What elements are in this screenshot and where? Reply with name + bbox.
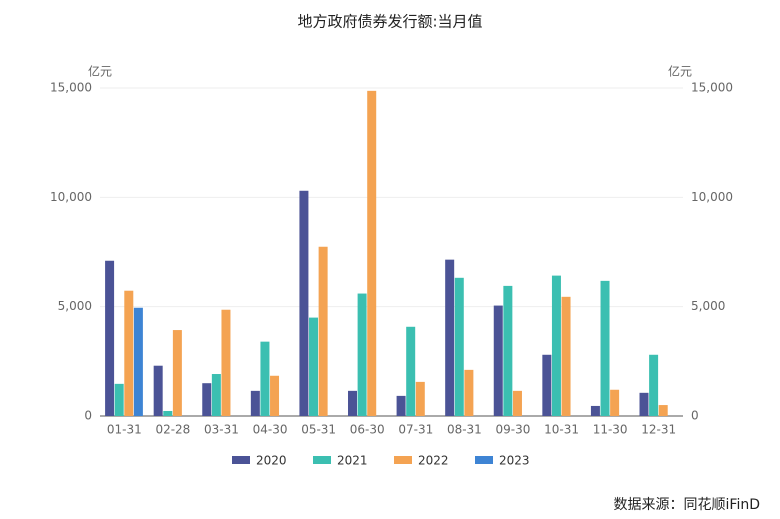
x-tick-label: 01-31 (107, 423, 142, 437)
bar (610, 389, 620, 416)
x-tick-label: 10-31 (544, 423, 579, 437)
chart-title: 地方政府债券发行额:当月值 (297, 13, 482, 31)
bar (493, 305, 503, 416)
legend-label: 2023 (499, 454, 530, 468)
source: 数据来源：同花顺iFinD (614, 497, 760, 513)
legend-swatch (475, 456, 493, 464)
y-tick-label: 0 (84, 409, 92, 423)
bar (454, 277, 464, 416)
legend-swatch (232, 456, 250, 464)
legend-label: 2021 (337, 454, 368, 468)
y-tick-label: 15,000 (50, 81, 92, 95)
bar (211, 374, 221, 416)
bar (542, 354, 552, 416)
bar (658, 405, 668, 416)
bar (133, 307, 143, 416)
bar (600, 280, 610, 416)
legend-label: 2022 (418, 454, 449, 468)
y2-tick-label: 5,000 (691, 299, 725, 313)
x-tick-label: 08-31 (447, 423, 482, 437)
legend-swatch (313, 456, 331, 464)
bar (202, 383, 212, 416)
bar (464, 369, 474, 416)
y-tick-label: 5,000 (58, 299, 92, 313)
bar (367, 90, 377, 417)
bar (270, 375, 280, 416)
y2-tick-label: 15,000 (691, 81, 733, 95)
bar (105, 260, 115, 416)
bar (250, 390, 260, 416)
bar (415, 381, 425, 416)
bar (551, 275, 561, 416)
bar (299, 190, 309, 416)
bar (114, 383, 124, 416)
x-tick-label: 06-30 (350, 423, 385, 437)
bar (590, 405, 600, 416)
bar (561, 296, 571, 416)
bar (357, 293, 367, 416)
bar (445, 259, 455, 416)
bar (309, 317, 319, 416)
x-tick-label: 07-31 (398, 423, 433, 437)
legend-label: 2020 (256, 454, 287, 468)
y-tick-label: 10,000 (50, 190, 92, 204)
bar (172, 330, 182, 416)
bar (153, 365, 163, 416)
bar (649, 354, 659, 416)
x-tick-label: 05-31 (301, 423, 336, 437)
y2-tick-label: 10,000 (691, 190, 733, 204)
x-tick-label: 11-30 (593, 423, 628, 437)
x-tick-label: 09-30 (496, 423, 531, 437)
x-tick-label: 04-30 (253, 423, 288, 437)
bar (318, 246, 328, 416)
legend-swatch (394, 456, 412, 464)
y2-unit: 亿元 (668, 64, 692, 79)
y-unit: 亿元 (88, 64, 112, 79)
bar (221, 309, 231, 416)
bar (163, 410, 173, 416)
x-tick-label: 02-28 (155, 423, 190, 437)
bar (396, 395, 406, 416)
bar (503, 285, 513, 416)
bar (512, 390, 522, 416)
x-tick-label: 03-31 (204, 423, 239, 437)
bar (639, 392, 649, 416)
bar (260, 341, 270, 416)
y2-tick-label: 0 (691, 409, 699, 423)
bar (406, 326, 416, 416)
bar (348, 390, 358, 416)
x-tick-label: 12-31 (641, 423, 676, 437)
bar (124, 290, 134, 416)
